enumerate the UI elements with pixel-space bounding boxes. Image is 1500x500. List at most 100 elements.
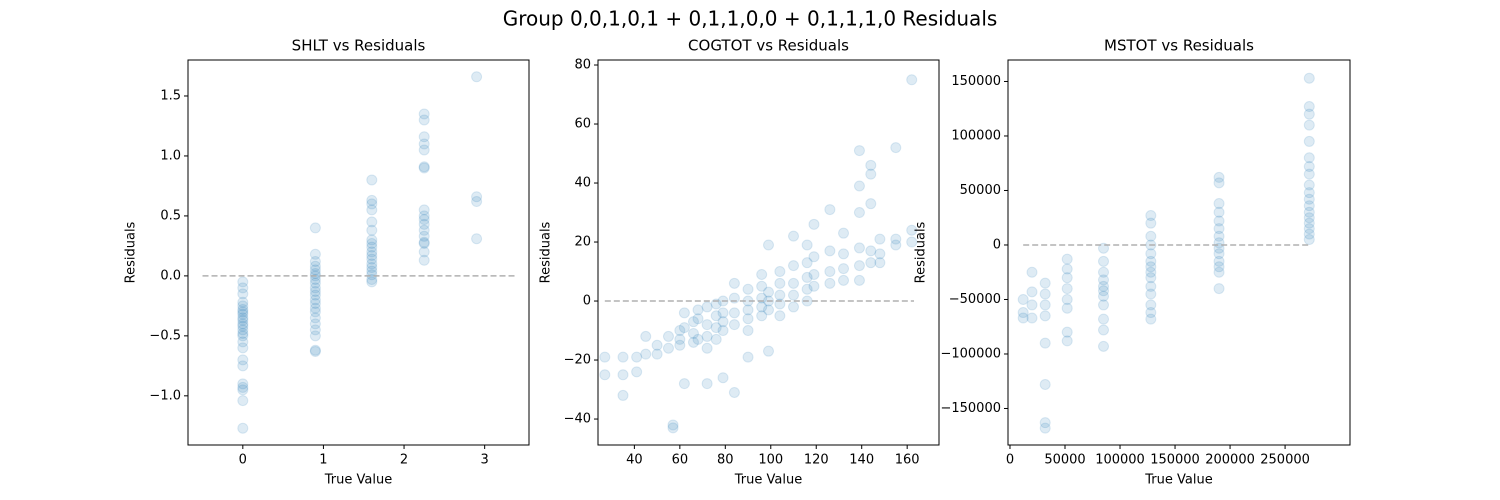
point <box>1213 283 1225 295</box>
point <box>1098 299 1110 311</box>
point <box>1145 248 1157 260</box>
point <box>1098 280 1110 292</box>
point <box>1061 335 1073 347</box>
y-axis-label: Residuals <box>539 221 554 283</box>
point <box>309 289 321 301</box>
point <box>874 248 886 260</box>
point <box>237 318 249 330</box>
x-tick-label: 60 <box>672 453 689 468</box>
point <box>1303 179 1315 191</box>
point <box>1145 280 1157 292</box>
point <box>1098 340 1110 352</box>
point <box>890 233 902 245</box>
axes-frame <box>597 59 940 446</box>
point <box>853 207 865 219</box>
point <box>678 322 690 334</box>
point <box>788 260 800 272</box>
point <box>617 369 629 381</box>
point <box>1303 119 1315 131</box>
point <box>309 222 321 234</box>
point <box>237 276 249 288</box>
point <box>1303 101 1315 113</box>
x-axis-label: True Value <box>1144 473 1212 488</box>
point <box>237 312 249 324</box>
point <box>366 261 378 273</box>
point <box>617 389 629 401</box>
point <box>651 339 663 351</box>
point <box>801 271 813 283</box>
point <box>1098 266 1110 278</box>
y-tick-label: 150000 <box>951 74 1001 89</box>
point <box>418 218 430 230</box>
y-tick-label: 0 <box>993 237 1001 252</box>
point <box>309 318 321 330</box>
point <box>418 210 430 222</box>
point <box>366 253 378 265</box>
point <box>692 333 704 345</box>
point <box>1145 255 1157 267</box>
point <box>366 246 378 258</box>
point <box>1026 266 1038 278</box>
point <box>640 348 652 360</box>
y-tick-label: −50000 <box>949 292 1001 307</box>
point <box>1303 160 1315 172</box>
point <box>418 161 430 173</box>
point <box>366 258 378 270</box>
point <box>366 276 378 288</box>
y-tick-label: −20 <box>564 353 591 368</box>
point <box>599 351 611 363</box>
point <box>853 180 865 192</box>
point <box>309 255 321 267</box>
point <box>237 395 249 407</box>
subplot-title: MSTOT vs Residuals <box>1104 37 1254 55</box>
point <box>906 224 918 236</box>
point <box>728 277 740 289</box>
point <box>237 324 249 336</box>
point <box>366 174 378 186</box>
point <box>599 369 611 381</box>
x-tick-label: 100 <box>758 453 783 468</box>
x-tick-label: 2 <box>400 453 408 468</box>
point <box>1039 337 1051 349</box>
point <box>237 320 249 332</box>
point <box>309 294 321 306</box>
point <box>1145 272 1157 284</box>
point <box>309 273 321 285</box>
point <box>667 419 679 431</box>
point <box>728 307 740 319</box>
point <box>640 330 652 342</box>
point <box>756 310 768 322</box>
point <box>237 384 249 396</box>
point <box>742 283 754 295</box>
x-tick-label: 120 <box>804 453 829 468</box>
point <box>763 304 774 316</box>
y-axis-label: Residuals <box>124 221 139 283</box>
point <box>1303 223 1315 235</box>
y-tick-label: −100000 <box>940 346 1001 361</box>
axes-frame <box>187 59 530 446</box>
point <box>687 336 699 348</box>
x-tick-label: 3 <box>481 453 489 468</box>
point <box>366 265 378 277</box>
x-tick-label: 0 <box>1006 453 1014 468</box>
point <box>742 313 754 325</box>
point <box>1145 266 1157 278</box>
point <box>853 242 865 254</box>
y-axis-label: Residuals <box>914 221 929 283</box>
point <box>1213 171 1225 183</box>
point <box>1303 228 1315 240</box>
point <box>237 354 249 366</box>
point <box>366 224 378 236</box>
point <box>788 230 800 242</box>
point <box>1098 290 1110 302</box>
subplot-title: SHLT vs Residuals <box>292 37 426 55</box>
point <box>824 266 836 278</box>
point <box>366 249 378 261</box>
point <box>1145 288 1157 300</box>
point <box>418 131 430 143</box>
point <box>1303 234 1315 246</box>
point <box>906 74 918 86</box>
point <box>418 238 430 250</box>
point <box>366 198 378 210</box>
point <box>662 342 674 354</box>
